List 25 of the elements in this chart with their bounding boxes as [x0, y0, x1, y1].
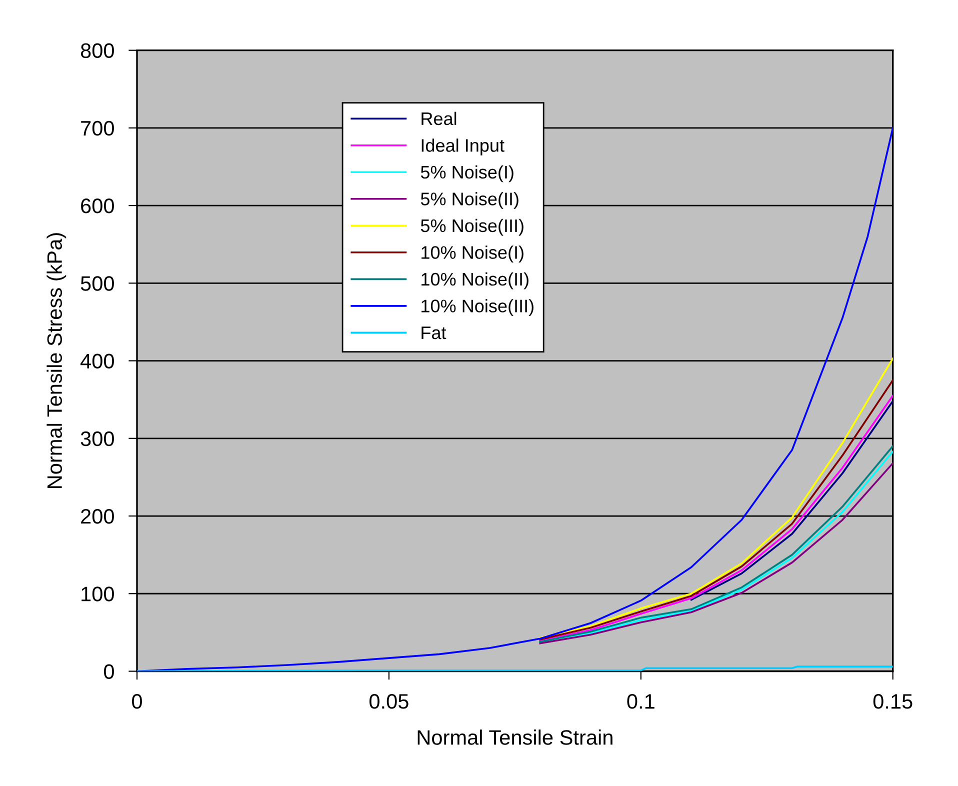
- x-tick-label: 0.1: [627, 694, 654, 709]
- legend-label: Fat: [422, 326, 446, 340]
- line-series: [690, 400, 893, 601]
- legend-label: Real: [422, 112, 456, 126]
- legend-label: 5% Noise(III): [420, 218, 524, 236]
- y-tick-label: 400: [80, 354, 114, 369]
- y-tick-label: 0: [104, 664, 114, 679]
- y-tick-label: 800: [80, 43, 114, 58]
- x-tick-label: 0: [132, 694, 142, 709]
- legend-label: 10% Noise(III): [422, 299, 534, 316]
- y-tick-label: 500: [80, 276, 114, 291]
- legend-label: 10% Noise(II): [422, 272, 528, 290]
- x-tick-label: 0.15: [873, 694, 912, 709]
- y-tick-label: 700: [81, 120, 114, 136]
- legend-label: 5% Noise(II): [420, 192, 518, 209]
- x-tick-label: 0.05: [369, 694, 408, 709]
- y-tick-label: 200: [81, 509, 114, 524]
- y-axis-title: Normal Tensile Stress (kPa): [46, 233, 66, 488]
- y-tick-label: 100: [82, 586, 114, 602]
- y-tick-label: 300: [80, 431, 114, 446]
- legend-label: Ideal Input: [422, 138, 504, 156]
- legend-label: 5% Noise(I): [420, 165, 514, 182]
- x-axis-title: Normal Tensile Strain: [418, 730, 612, 745]
- y-tick-label: 600: [81, 198, 114, 214]
- legend-label: 10% Noise(I): [422, 246, 524, 262]
